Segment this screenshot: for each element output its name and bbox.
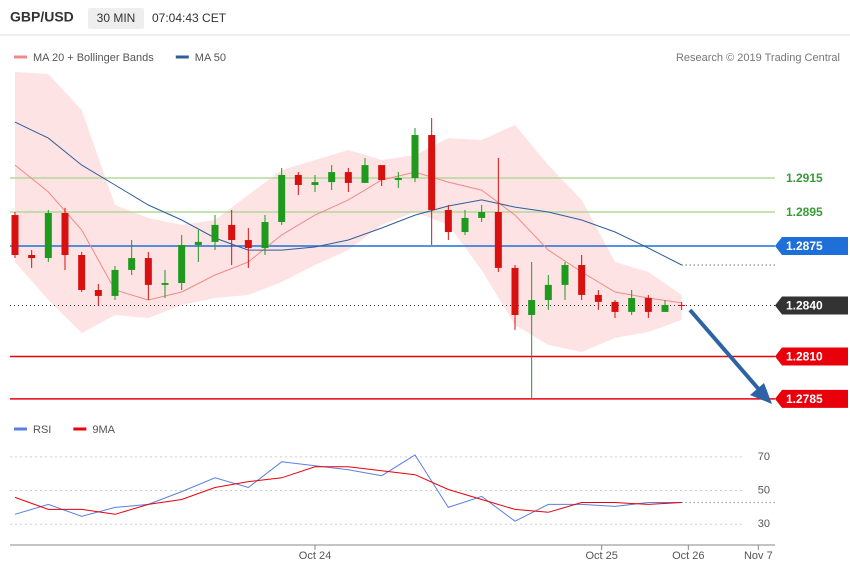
candle-body	[578, 265, 586, 295]
candle-body	[128, 258, 136, 270]
candle-body	[211, 224, 219, 242]
candle-body	[494, 211, 502, 268]
y-tick-label: 70	[758, 451, 770, 463]
legend-label: MA 50	[195, 52, 226, 64]
ma-line	[14, 164, 682, 304]
level-label-box	[775, 347, 848, 366]
credit: Research © 2019 Trading Central	[676, 52, 840, 64]
time: 07:04:43 CET	[152, 11, 227, 25]
candle-body	[178, 244, 186, 284]
legend-label: MA 20 + Bollinger Bands	[33, 52, 154, 64]
candle-body	[528, 300, 536, 315]
level-label: 1.2840	[786, 299, 823, 313]
candle-body	[278, 174, 286, 223]
y-tick-label: 30	[758, 518, 770, 530]
candle-body	[78, 254, 86, 290]
candle-body	[544, 284, 552, 301]
symbol: GBP/USD	[10, 9, 74, 25]
candle-body	[444, 209, 452, 233]
x-tick-label: Oct 26	[672, 550, 704, 562]
candle-body	[678, 304, 686, 306]
rsi-line	[14, 454, 682, 522]
candle-body	[194, 241, 202, 245]
level-label-box	[775, 236, 848, 255]
forecast-arrow	[688, 308, 764, 395]
candle-body	[61, 213, 69, 255]
candle-body	[661, 304, 669, 312]
candle-body	[644, 297, 652, 312]
candle-body	[461, 217, 469, 233]
candle-body	[478, 211, 486, 218]
candle-body	[311, 182, 319, 185]
forecast-arrowhead	[750, 383, 772, 404]
level-label: 1.2875	[786, 239, 823, 253]
ma-line	[14, 121, 682, 266]
level-label: 1.2895	[786, 205, 823, 219]
level-label: 1.2785	[786, 392, 823, 406]
interval-box	[88, 8, 144, 29]
candle-body	[228, 224, 236, 241]
candle-body	[394, 178, 402, 181]
candle-body	[611, 301, 619, 312]
candle-body	[44, 213, 52, 259]
candle-body	[144, 258, 152, 285]
candle-body	[361, 165, 369, 183]
candle-body	[561, 265, 569, 285]
y-tick-label: 50	[758, 484, 770, 496]
candle-body	[94, 289, 102, 296]
x-tick-label: Oct 25	[585, 550, 617, 562]
candle-body	[628, 297, 636, 312]
candle-body	[328, 172, 336, 183]
interval: 30 MIN	[97, 11, 136, 25]
legend-label: 9MA	[92, 424, 115, 436]
candle-body	[378, 165, 386, 181]
candle-body	[11, 215, 19, 255]
rsi-line	[14, 466, 682, 515]
level-label: 1.2915	[786, 171, 823, 185]
candle-body	[261, 222, 269, 249]
candle-body	[344, 172, 352, 183]
candle-body	[28, 254, 36, 259]
x-tick-label: Oct 24	[299, 550, 331, 562]
x-tick-label: Nov 7	[744, 550, 773, 562]
candle-body	[411, 135, 419, 179]
level-label: 1.2810	[786, 350, 823, 364]
candle-body	[294, 174, 302, 185]
candle-body	[111, 269, 119, 296]
candle-body	[161, 283, 169, 285]
level-label-box	[775, 389, 848, 408]
candle-body	[244, 240, 252, 249]
candle-body	[428, 135, 436, 210]
level-label-box	[775, 296, 848, 315]
legend-label: RSI	[33, 424, 51, 436]
candle-body	[594, 294, 602, 302]
candle-body	[511, 267, 519, 315]
